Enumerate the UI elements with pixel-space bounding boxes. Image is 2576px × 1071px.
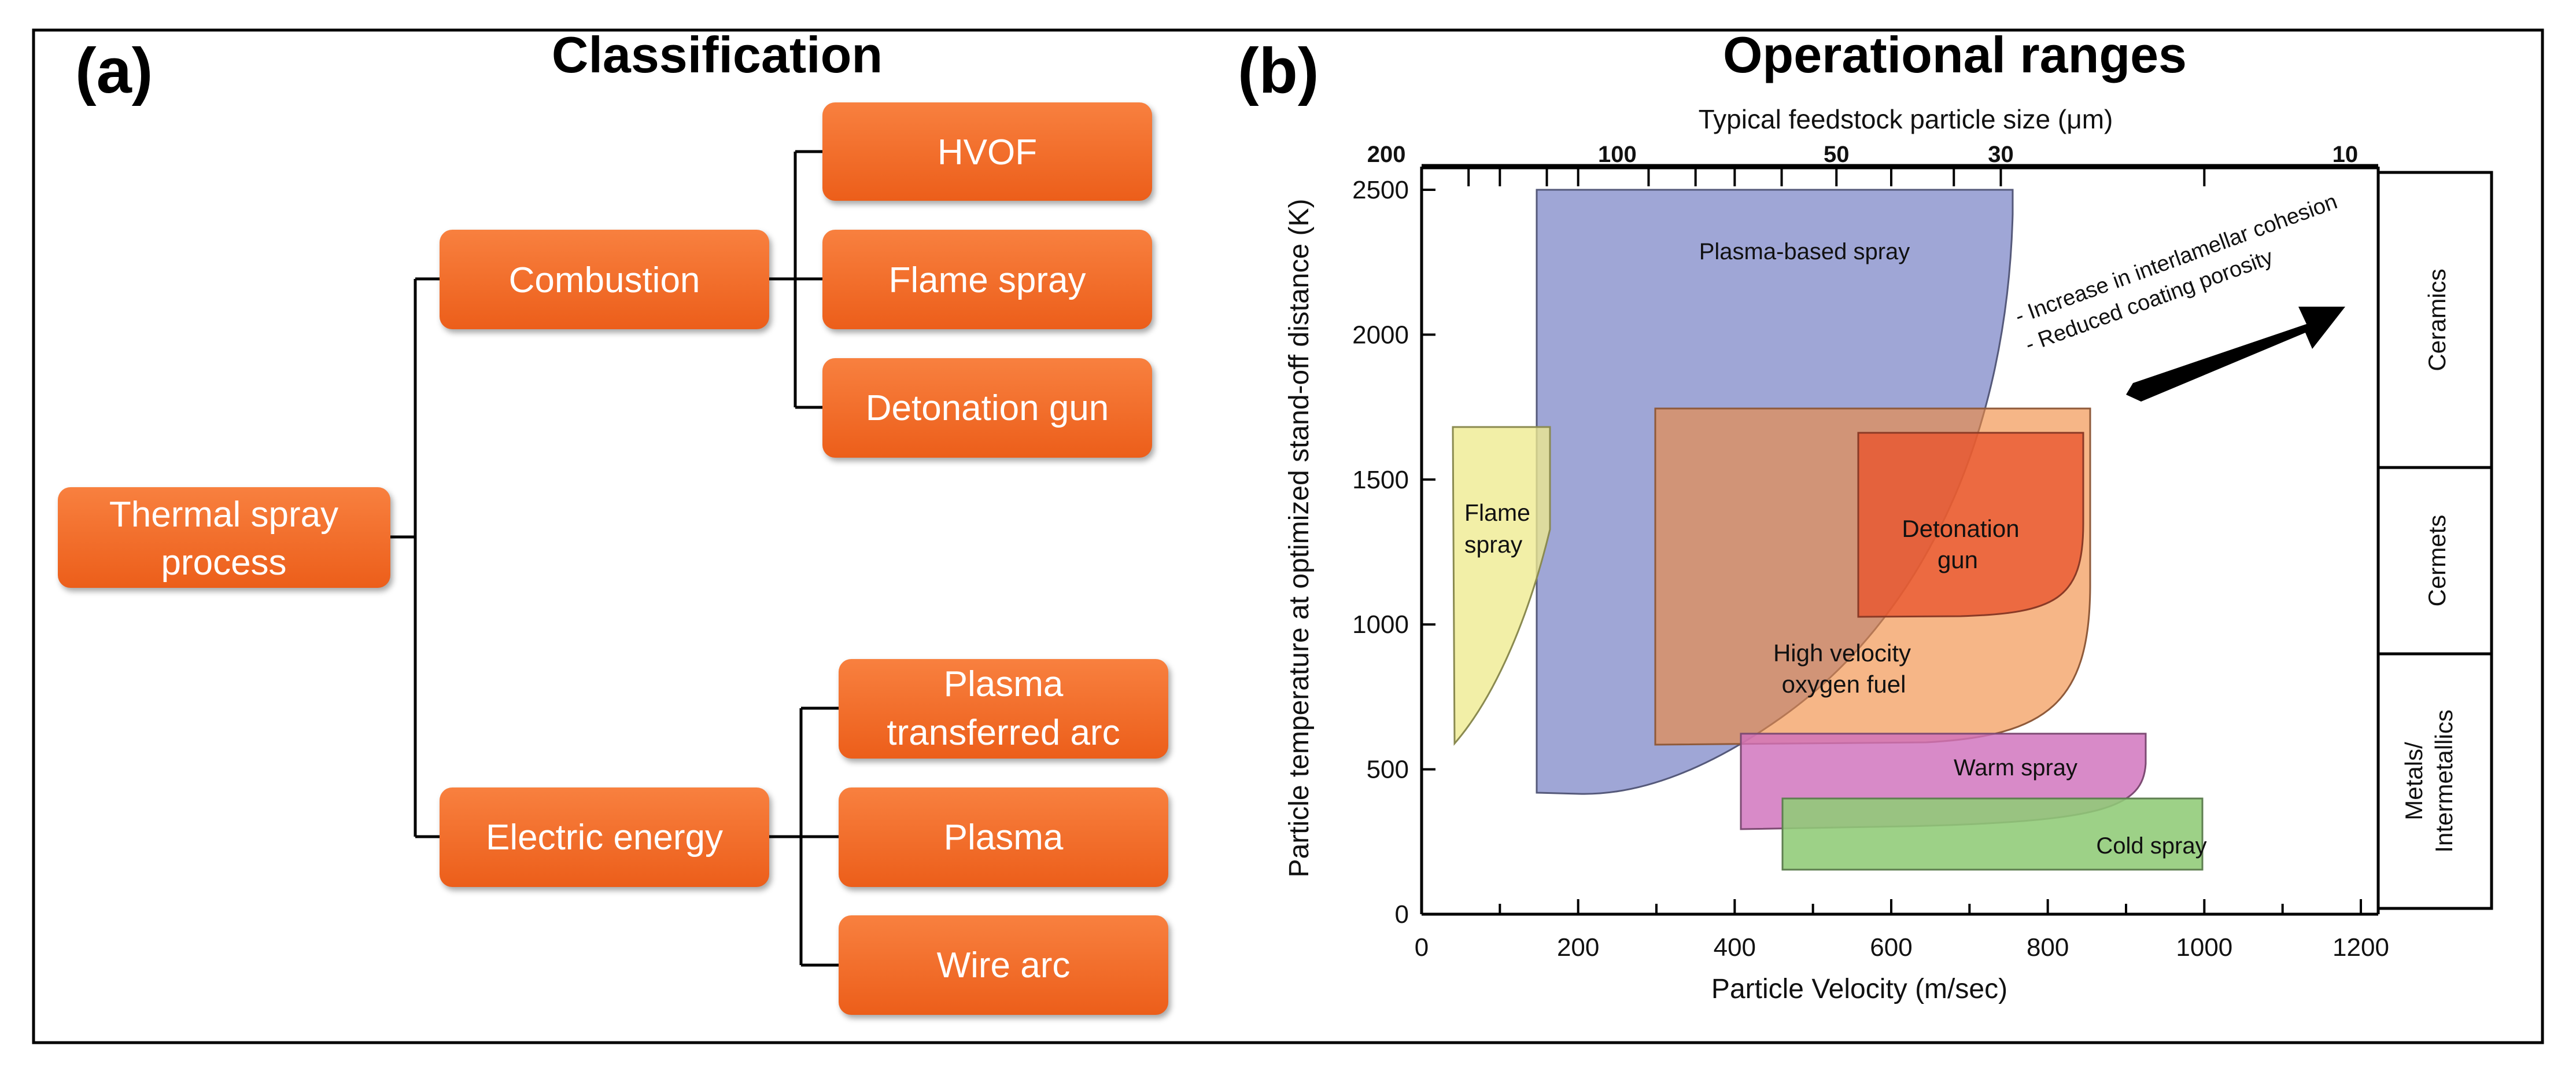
x-ticks: 0 200 400 600 800 1000 1200 (1415, 899, 2389, 962)
node-combustion-label: Combustion (509, 260, 700, 300)
band-label-ceramics: Ceramics (2423, 268, 2450, 371)
x-tick-label: 1000 (2176, 933, 2232, 962)
node-plasma-label: Plasma (944, 818, 1064, 857)
x-tick-label: 600 (1870, 933, 1912, 962)
top-axis-label: Typical feedstock particle size (μm) (1699, 104, 2113, 134)
region-label-warm: Warm spray (1954, 755, 2077, 781)
y-tick-label: 1500 (1352, 466, 1409, 494)
node-hvof-label: HVOF (938, 133, 1037, 172)
node-thermal-spray-line1: Thermal spray (109, 495, 338, 535)
top-tick-label: 10 (2333, 142, 2359, 167)
x-tick-label: 200 (1557, 933, 1599, 962)
x-axis-title: Particle Velocity (m/sec) (1711, 974, 2007, 1004)
region-detonation-gun (1857, 432, 2084, 618)
panel-a-label: (a) (75, 35, 153, 106)
top-tick-label: 30 (1988, 142, 2014, 167)
y-tick-label: 0 (1395, 900, 1409, 929)
node-pta-line2: transferred arc (887, 713, 1120, 753)
region-label-hvof-1: High velocity (1773, 639, 1911, 667)
top-ticks: 200 100 50 30 10 (1367, 142, 2358, 186)
material-band-labels: Ceramics Cermets Metals/ Intermetallics (2400, 268, 2457, 852)
figure-frame (32, 28, 2544, 1044)
node-detonation-gun: Detonation gun (822, 358, 1152, 458)
panel-b-title: Operational ranges (1723, 26, 2187, 83)
band-metals (2376, 652, 2493, 910)
material-bands (2376, 171, 2493, 910)
panel-b-label: (b) (1238, 35, 1319, 106)
region-label-plasma: Plasma-based spray (1699, 239, 1910, 264)
y-ticks: 0 500 1000 1500 2000 2500 (1352, 176, 1435, 929)
top-tick-label: 100 (1598, 142, 1637, 167)
band-label-cermets: Cermets (2423, 515, 2450, 607)
node-plasma-transferred-arc: Plasma transferred arc (839, 659, 1168, 759)
node-flame-spray: Flame spray (822, 230, 1152, 329)
region-cold-spray (1781, 797, 2204, 871)
y-tick-label: 1000 (1352, 610, 1409, 639)
node-wire-arc-label: Wire arc (937, 945, 1071, 985)
node-combustion: Combustion (440, 230, 769, 329)
region-flame-spray (1452, 426, 1551, 746)
region-labels: Plasma-based spray Flame spray Detonatio… (1464, 239, 2207, 859)
region-label-detonation-1: Detonation (1902, 515, 2019, 542)
chart-regions (1452, 189, 2204, 871)
region-label-hvof-2: oxygen fuel (1782, 671, 1906, 698)
node-electric-energy: Electric energy (440, 787, 769, 887)
y-tick-label: 2500 (1352, 176, 1409, 204)
tree-connectors (390, 150, 839, 967)
panel-a-title: Classification (552, 26, 883, 83)
node-electric-energy-label: Electric energy (486, 818, 723, 857)
node-thermal-spray-line2: process (161, 543, 286, 583)
region-label-detonation-2: gun (1937, 546, 1978, 573)
y-axis-title: Particle temperature at optimized stand-… (1284, 199, 1315, 878)
trend-arrow-icon (2126, 307, 2345, 402)
region-label-flame-2: spray (1464, 531, 1523, 558)
x-tick-label: 800 (2027, 933, 2069, 962)
node-pta-line1: Plasma (944, 664, 1064, 704)
node-plasma: Plasma (839, 787, 1168, 887)
panel-a: (a) Classification Thermal spray process (58, 26, 1168, 1015)
top-tick-label: 200 (1367, 142, 1406, 167)
y-tick-label: 500 (1367, 756, 1409, 784)
panel-b: (b) Operational ranges Typical feedstock… (1238, 26, 2493, 1004)
top-tick-label: 50 (1824, 142, 1850, 167)
node-wire-arc: Wire arc (839, 915, 1168, 1015)
band-label-metals-1: Metals/ (2400, 742, 2427, 820)
region-label-cold: Cold spray (2096, 833, 2206, 859)
x-tick-label: 400 (1714, 933, 1756, 962)
annotation-line-1: - Increase in interlamellar cohesion (2012, 189, 2341, 329)
band-label-metals-2: Intermetallics (2430, 709, 2457, 852)
node-hvof: HVOF (822, 102, 1152, 201)
region-label-flame-1: Flame (1464, 499, 1530, 526)
node-detonation-gun-label: Detonation gun (866, 388, 1109, 428)
x-tick-label: 0 (1415, 933, 1429, 962)
node-flame-spray-label: Flame spray (888, 260, 1086, 300)
node-thermal-spray-process: Thermal spray process (58, 487, 390, 588)
y-tick-label: 2000 (1352, 321, 1409, 349)
x-tick-label: 1200 (2333, 933, 2389, 962)
